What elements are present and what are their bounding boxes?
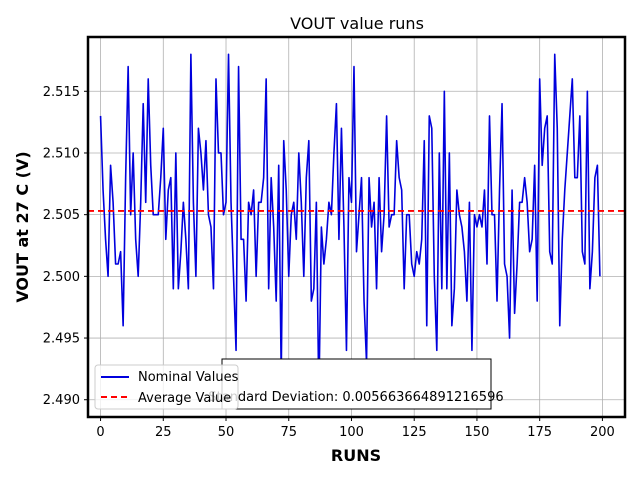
x-tick-label: 200 — [590, 425, 615, 440]
x-tick-label: 25 — [155, 425, 172, 440]
x-tick-label: 175 — [527, 425, 552, 440]
y-tick-label: 2.510 — [43, 146, 80, 161]
legend-label-nominal: Nominal Values — [138, 370, 239, 385]
nominal-values-line — [99, 53, 601, 401]
y-tick-label: 2.500 — [43, 270, 80, 285]
x-tick-label: 0 — [96, 425, 104, 440]
y-axis-label: VOUT at 27 C (V) — [13, 151, 32, 302]
data-layer — [88, 53, 625, 401]
std-dev-annotation: Standard Deviation: 0.005663664891216596 — [208, 358, 504, 410]
legend: Nominal Values Average Value — [94, 364, 239, 410]
tick-layer: 0 25 50 75 100 125 150 175 200 2.490 2.495 2.500 2.5… — [43, 85, 615, 440]
x-tick-label: 50 — [218, 425, 235, 440]
annotation-text: Standard Deviation: 0.005663664891216596 — [208, 390, 503, 405]
legend-label-average: Average Value — [138, 391, 231, 406]
y-tick-label: 2.495 — [43, 332, 80, 347]
x-tick-label: 125 — [402, 425, 427, 440]
x-axis-label: RUNS — [331, 446, 381, 465]
y-tick-label: 2.515 — [43, 85, 80, 100]
legend-box — [94, 364, 239, 410]
x-tick-label: 75 — [280, 425, 297, 440]
annotation-box — [221, 358, 492, 410]
plot-frame — [86, 35, 627, 419]
y-tick-label: 2.505 — [43, 208, 80, 223]
y-tick-label: 2.490 — [43, 393, 80, 408]
x-tick-label: 150 — [465, 425, 490, 440]
x-tick-label: 100 — [339, 425, 364, 440]
chart-title: VOUT value runs — [290, 14, 424, 33]
